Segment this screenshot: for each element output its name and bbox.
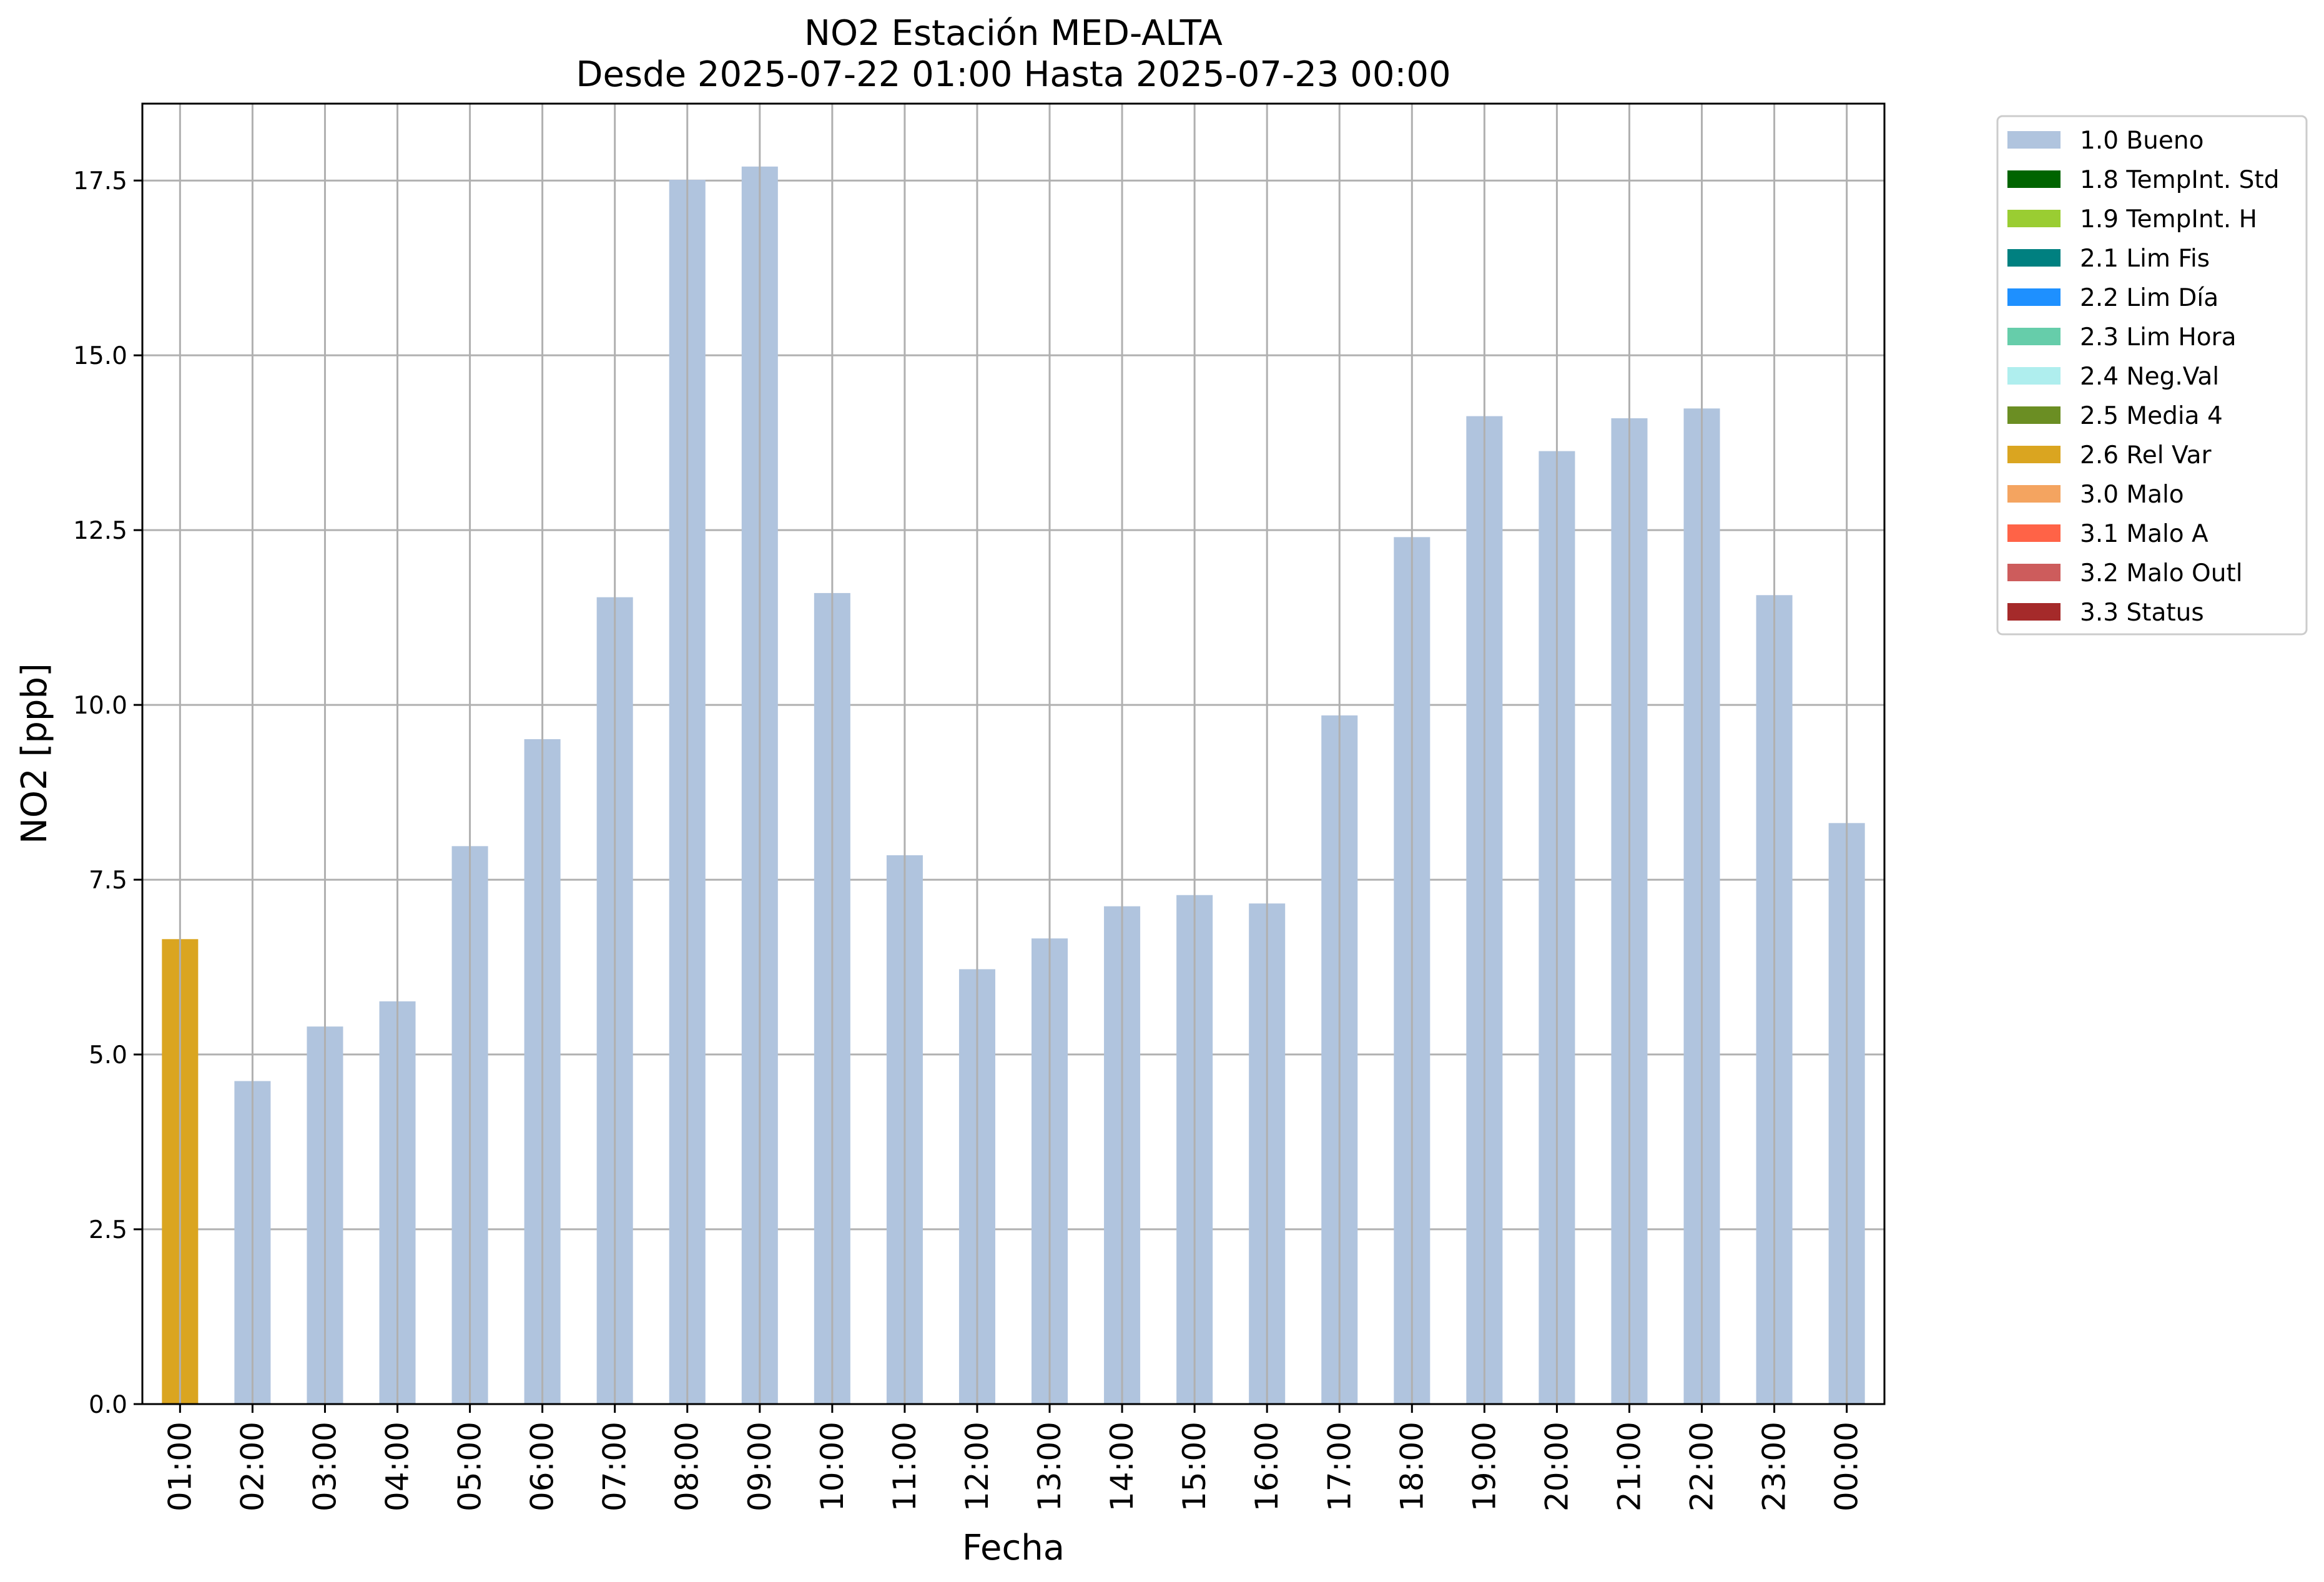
x-tick-label: 14:00 — [1104, 1422, 1140, 1511]
x-tick-label: 18:00 — [1394, 1422, 1430, 1511]
legend-label: 2.5 Media 4 — [2080, 402, 2223, 430]
legend-label: 2.4 Neg.Val — [2080, 363, 2219, 391]
x-tick-label: 19:00 — [1466, 1422, 1502, 1511]
legend-label: 1.0 Bueno — [2080, 127, 2203, 155]
x-tick-label: 10:00 — [814, 1422, 850, 1511]
x-tick-label: 04:00 — [380, 1422, 416, 1511]
x-tick-label: 17:00 — [1321, 1422, 1357, 1511]
legend-swatch — [2007, 288, 2061, 306]
legend-label: 2.6 Rel Var — [2080, 441, 2212, 469]
x-tick-label: 07:00 — [597, 1422, 633, 1511]
x-tick-label: 21:00 — [1611, 1422, 1647, 1511]
y-tick-label: 12.5 — [73, 517, 127, 545]
legend-swatch — [2007, 328, 2061, 345]
legend-swatch — [2007, 170, 2061, 188]
y-tick-label: 0.0 — [89, 1391, 127, 1419]
y-tick-label: 2.5 — [89, 1216, 127, 1244]
x-tick-label: 06:00 — [524, 1422, 561, 1511]
legend-frame — [1996, 115, 2308, 636]
y-tick-label: 17.5 — [73, 167, 127, 195]
x-tick-label: 09:00 — [742, 1422, 778, 1511]
x-tick-label: 03:00 — [307, 1422, 343, 1511]
legend-label: 3.3 Status — [2080, 599, 2204, 627]
legend-swatch — [2007, 210, 2061, 227]
legend-label: 3.0 Malo — [2080, 481, 2184, 509]
x-tick-label: 12:00 — [959, 1422, 995, 1511]
legend-label: 1.8 TempInt. Std — [2080, 166, 2279, 194]
legend-label: 2.2 Lim Día — [2080, 284, 2218, 312]
x-tick-label: 05:00 — [452, 1422, 488, 1511]
legend-swatch — [2007, 367, 2061, 385]
legend-swatch — [2007, 485, 2061, 503]
legend-label: 3.1 Malo A — [2080, 520, 2208, 548]
x-tick-label: 22:00 — [1684, 1422, 1720, 1511]
y-tick-label: 15.0 — [73, 342, 127, 370]
legend-swatch — [2007, 603, 2061, 621]
legend-swatch — [2007, 524, 2061, 542]
legend-swatch — [2007, 131, 2061, 149]
legend-swatch — [2007, 249, 2061, 267]
x-tick-label: 20:00 — [1539, 1422, 1575, 1511]
y-tick-label: 7.5 — [89, 867, 127, 895]
legend-items: 1.0 Bueno 1.8 TempInt. Std 1.9 TempInt. H 2… — [2007, 127, 2279, 627]
x-tick-label: 16:00 — [1249, 1422, 1285, 1511]
legend: 1.0 Bueno 1.8 TempInt. Std 1.9 TempInt. H 2… — [1996, 115, 2308, 636]
x-tick-label: 02:00 — [234, 1422, 270, 1511]
x-tick-label: 23:00 — [1756, 1422, 1793, 1511]
legend-label: 1.9 TempInt. H — [2080, 205, 2257, 233]
x-tick-label: 08:00 — [669, 1422, 706, 1511]
x-tick-label: 13:00 — [1032, 1422, 1068, 1511]
x-tick-label: 15:00 — [1176, 1422, 1213, 1511]
x-tick-label: 00:00 — [1829, 1422, 1865, 1511]
legend-label: 3.2 Malo Outl — [2080, 559, 2243, 587]
grid-layer — [142, 179, 1884, 1405]
x-tick-label: 11:00 — [887, 1422, 923, 1511]
x-tick-label: 01:00 — [162, 1422, 198, 1511]
legend-swatch — [2007, 406, 2061, 424]
y-axis-label: NO2 [ppb] — [14, 663, 55, 844]
legend-swatch — [2007, 564, 2061, 581]
plot-frame — [141, 102, 1886, 1405]
y-tick-label: 10.0 — [73, 692, 127, 720]
y-tick-label: 5.0 — [89, 1041, 127, 1069]
x-axis-label: Fecha — [962, 1528, 1065, 1568]
chart-title: NO2 Estación MED-ALTA — [804, 13, 1223, 54]
chart-subtitle: Desde 2025-07-22 01:00 Hasta 2025-07-23 … — [576, 54, 1450, 95]
legend-label: 2.1 Lim Fis — [2080, 245, 2210, 273]
bars-layer — [162, 104, 1865, 1405]
legend-swatch — [2007, 446, 2061, 463]
y-axis-ticks: 0.0 2.5 5.0 7.5 10.0 12.5 15.0 17.5 — [73, 167, 142, 1419]
x-axis-ticks: 01:00 02:00 03:00 04:00 05:00 06:00 07:00 08:00… — [162, 1404, 1865, 1511]
legend-label: 2.3 Lim Hora — [2080, 323, 2237, 351]
